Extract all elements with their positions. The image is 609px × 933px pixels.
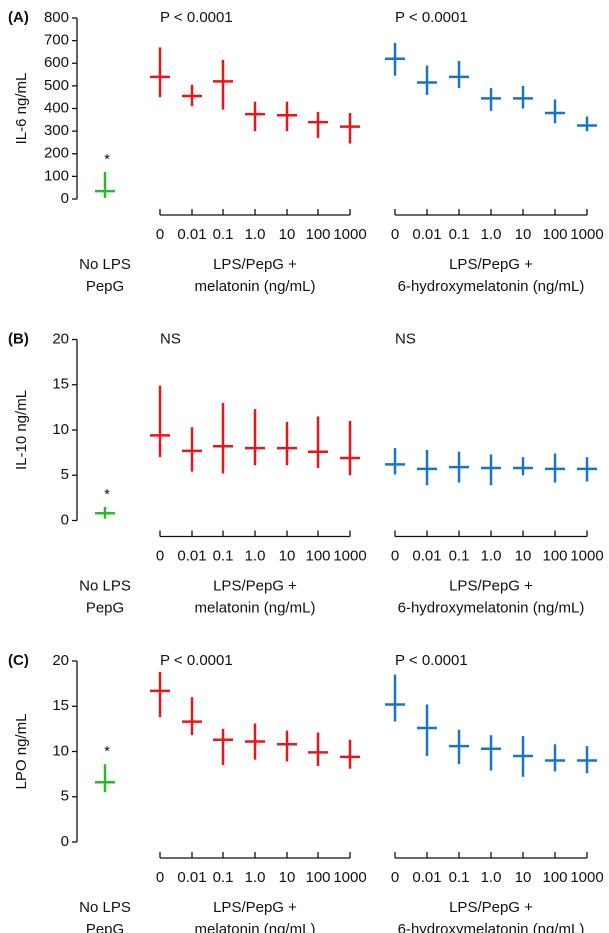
- y-tick-label: 15: [52, 376, 69, 393]
- significance-note: NS: [160, 330, 181, 347]
- x-tick-label: 0.01: [412, 869, 441, 886]
- y-tick-label: 400: [44, 99, 69, 116]
- x-tick-label: 1.0: [481, 869, 502, 886]
- y-tick-label: 0: [61, 190, 69, 207]
- group-label: LPS/PepG +: [449, 899, 533, 916]
- x-tick-label: 0.1: [213, 869, 234, 886]
- x-tick-label: 100: [542, 869, 567, 886]
- group-label: LPS/PepG +: [213, 577, 297, 594]
- group-label: melatonin (ng/mL): [195, 921, 316, 933]
- group-label: PepG: [86, 599, 124, 616]
- x-tick-label: 0.01: [177, 547, 206, 564]
- y-axis-label: IL-10 ng/mL: [13, 390, 30, 470]
- significance-note: P < 0.0001: [160, 652, 233, 669]
- x-tick-label: 0: [156, 547, 164, 564]
- group-label: PepG: [86, 921, 124, 933]
- group-label: PepG: [86, 278, 124, 295]
- y-tick-label: 5: [61, 788, 69, 805]
- significance-star: *: [104, 486, 110, 503]
- x-tick-label: 0: [156, 226, 164, 243]
- group-label: LPS/PepG +: [449, 256, 533, 273]
- x-tick-label: 1000: [333, 547, 366, 564]
- x-tick-label: 0.1: [213, 226, 234, 243]
- x-tick-label: 100: [305, 547, 330, 564]
- x-tick-label: 1000: [570, 547, 603, 564]
- significance-star: *: [104, 151, 110, 168]
- x-tick-label: 100: [542, 547, 567, 564]
- y-axis-label: LPO ng/mL: [13, 714, 30, 790]
- group-label: 6-hydroxymelatonin (ng/mL): [398, 278, 585, 295]
- x-tick-label: 0: [391, 869, 399, 886]
- significance-star: *: [104, 743, 110, 760]
- y-axis-label: IL-6 ng/mL: [13, 73, 30, 145]
- y-tick-label: 10: [52, 421, 69, 438]
- x-tick-label: 1.0: [481, 226, 502, 243]
- group-label: LPS/PepG +: [449, 577, 533, 594]
- significance-note: P < 0.0001: [160, 9, 233, 26]
- x-tick-label: 10: [279, 547, 296, 564]
- y-tick-label: 10: [52, 742, 69, 759]
- x-tick-label: 1.0: [245, 226, 266, 243]
- x-tick-label: 1.0: [245, 869, 266, 886]
- x-tick-label: 100: [305, 869, 330, 886]
- x-tick-label: 1000: [570, 226, 603, 243]
- group-label: No LPS: [79, 577, 131, 594]
- panel-label: (A): [8, 9, 29, 26]
- significance-note: NS: [395, 330, 416, 347]
- significance-note: P < 0.0001: [395, 9, 468, 26]
- y-tick-label: 0: [61, 833, 69, 850]
- x-tick-label: 0.01: [177, 226, 206, 243]
- x-tick-label: 1000: [570, 869, 603, 886]
- x-tick-label: 100: [542, 226, 567, 243]
- panel-label: (B): [8, 330, 29, 347]
- y-tick-label: 5: [61, 466, 69, 483]
- x-tick-label: 1.0: [481, 547, 502, 564]
- group-label: melatonin (ng/mL): [195, 599, 316, 616]
- x-tick-label: 1000: [333, 226, 366, 243]
- x-tick-label: 0.1: [449, 869, 470, 886]
- x-tick-label: 0.01: [177, 869, 206, 886]
- y-tick-label: 300: [44, 122, 69, 139]
- x-tick-label: 10: [515, 547, 532, 564]
- significance-note: P < 0.0001: [395, 652, 468, 669]
- y-tick-label: 800: [44, 9, 69, 26]
- y-tick-label: 100: [44, 167, 69, 184]
- x-tick-label: 0: [391, 226, 399, 243]
- x-tick-label: 10: [515, 226, 532, 243]
- x-tick-label: 10: [279, 869, 296, 886]
- group-label: No LPS: [79, 256, 131, 273]
- x-tick-label: 0.01: [412, 226, 441, 243]
- x-tick-label: 0.1: [449, 547, 470, 564]
- y-tick-label: 0: [61, 511, 69, 528]
- x-tick-label: 0: [156, 869, 164, 886]
- y-tick-label: 500: [44, 77, 69, 94]
- x-tick-label: 1.0: [245, 547, 266, 564]
- group-label: melatonin (ng/mL): [195, 278, 316, 295]
- x-tick-label: 10: [515, 869, 532, 886]
- y-tick-label: 20: [52, 652, 69, 669]
- x-tick-label: 1000: [333, 869, 366, 886]
- x-tick-label: 0.1: [449, 226, 470, 243]
- group-label: 6-hydroxymelatonin (ng/mL): [398, 921, 585, 933]
- panel-label: (C): [8, 652, 29, 669]
- x-tick-label: 10: [279, 226, 296, 243]
- y-tick-label: 15: [52, 697, 69, 714]
- group-label: LPS/PepG +: [213, 899, 297, 916]
- group-label: No LPS: [79, 899, 131, 916]
- x-tick-label: 0.1: [213, 547, 234, 564]
- x-tick-label: 0.01: [412, 547, 441, 564]
- group-label: LPS/PepG +: [213, 256, 297, 273]
- x-tick-label: 100: [305, 226, 330, 243]
- y-tick-label: 20: [52, 330, 69, 347]
- y-tick-label: 700: [44, 32, 69, 49]
- x-tick-label: 0: [391, 547, 399, 564]
- group-label: 6-hydroxymelatonin (ng/mL): [398, 599, 585, 616]
- y-tick-label: 600: [44, 54, 69, 71]
- y-tick-label: 200: [44, 145, 69, 162]
